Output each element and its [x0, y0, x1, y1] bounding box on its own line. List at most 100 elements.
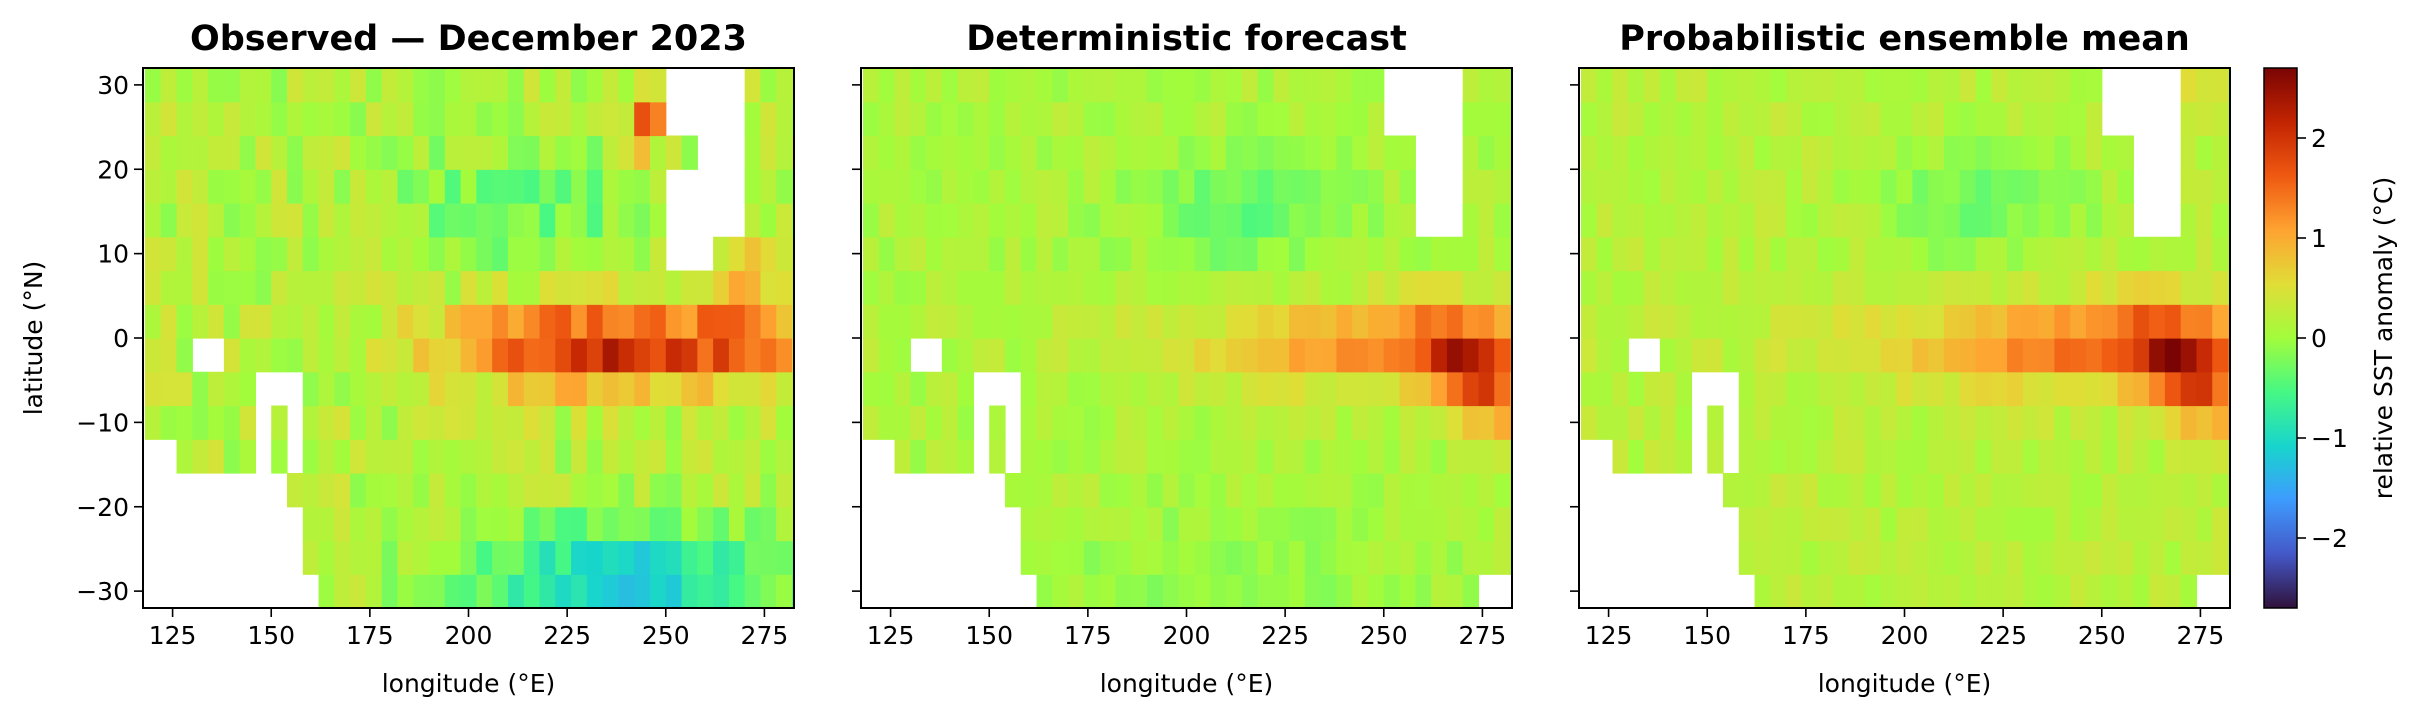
heatmap-cell [649, 439, 667, 474]
heatmap-cell [476, 304, 493, 339]
heatmap-cell [2070, 574, 2087, 608]
heatmap-cell [1959, 338, 1977, 373]
heatmap-cell [365, 203, 383, 238]
heatmap-cell [618, 304, 635, 339]
heatmap-cell [1833, 203, 1850, 238]
heatmap-cell [1352, 506, 1369, 542]
heatmap-cell [476, 506, 493, 542]
heatmap-cell [397, 304, 414, 339]
heatmap-cell [1367, 439, 1385, 474]
heatmap-cell [1596, 371, 1614, 407]
heatmap-cell [2070, 473, 2087, 508]
heatmap-cell [192, 101, 209, 137]
heatmap-cell [1068, 439, 1085, 474]
heatmap-cell [1225, 439, 1243, 474]
heatmap-cell [2164, 506, 2182, 542]
heatmap-cell [760, 405, 777, 440]
heatmap-cell [1147, 101, 1164, 137]
heatmap-cell [2212, 506, 2229, 542]
heatmap-cell [507, 473, 525, 508]
heatmap-cell [1659, 101, 1677, 137]
heatmap-cell [318, 68, 335, 103]
heatmap-cell [1068, 405, 1085, 440]
heatmap-cell [571, 68, 588, 103]
heatmap-cell [444, 540, 462, 575]
heatmap-cell [397, 540, 414, 575]
heatmap-cell [1194, 169, 1211, 204]
heatmap-cell [1580, 405, 1598, 440]
heatmap-cell [1975, 203, 1992, 238]
heatmap-cell [1320, 371, 1338, 407]
heatmap-cell [1147, 371, 1164, 407]
heatmap-cell [523, 574, 541, 608]
heatmap-cell [160, 405, 178, 440]
heatmap-cell [862, 338, 880, 373]
heatmap-cell [1241, 135, 1259, 170]
heatmap-cell [507, 371, 525, 407]
y-tick-label: 30 [97, 71, 129, 100]
heatmap-cell [271, 405, 288, 440]
heatmap-cell [1612, 68, 1629, 103]
heatmap-cell [2101, 135, 2119, 170]
heatmap-cell [429, 304, 446, 339]
heatmap-cell [571, 236, 588, 272]
heatmap-cell [1147, 135, 1164, 170]
heatmap-cell [1336, 506, 1353, 542]
heatmap-cell [429, 405, 446, 440]
heatmap-cell [1178, 68, 1195, 103]
heatmap-cell [941, 101, 959, 137]
heatmap-cell [318, 439, 335, 474]
heatmap-cell [1786, 405, 1803, 440]
heatmap-cell [910, 135, 927, 170]
heatmap-cell [1415, 506, 1432, 542]
heatmap-cell [728, 338, 746, 373]
heatmap-cell [2038, 135, 2056, 170]
heatmap-cell [1399, 338, 1416, 373]
heatmap-cell [476, 270, 493, 305]
colorbar-gradient [2263, 67, 2298, 609]
heatmap-cell [539, 236, 556, 272]
heatmap-cell [1320, 270, 1338, 305]
heatmap-cell [1399, 135, 1416, 170]
heatmap-cell [302, 135, 320, 170]
heatmap-cell [586, 473, 604, 508]
heatmap-cell [350, 338, 367, 373]
heatmap-cell [1431, 405, 1448, 440]
heatmap-cell [941, 405, 959, 440]
heatmap-cell [1865, 506, 1882, 542]
heatmap-cell [2007, 540, 2024, 575]
heatmap-cell [1833, 270, 1850, 305]
heatmap-cell [2022, 473, 2040, 508]
heatmap-cell [571, 506, 588, 542]
heatmap-cell [586, 68, 604, 103]
heatmap-cell [618, 203, 635, 238]
heatmap-cell [1628, 101, 1645, 137]
heatmap-cell [492, 236, 509, 272]
heatmap-cell [2038, 473, 2056, 508]
heatmap-cell [539, 405, 556, 440]
heatmap-cell [1596, 135, 1614, 170]
heatmap-cell [460, 203, 477, 238]
heatmap-cell [208, 439, 225, 474]
heatmap-cell [1068, 270, 1085, 305]
heatmap-cell [862, 236, 880, 272]
heatmap-cell [1580, 203, 1598, 238]
heatmap-cell [1352, 135, 1369, 170]
heatmap-cell [681, 270, 698, 305]
heatmap-cell [2022, 574, 2040, 608]
heatmap-cell [208, 270, 225, 305]
heatmap-cell [2054, 68, 2071, 103]
heatmap-cell [287, 169, 304, 204]
heatmap-cell [1494, 68, 1511, 103]
heatmap-cell [1723, 169, 1740, 204]
heatmap-cell [744, 439, 762, 474]
heatmap-cell [144, 169, 162, 204]
heatmap-cell [1194, 304, 1211, 339]
heatmap-cell [381, 405, 399, 440]
heatmap-cell [1786, 304, 1803, 339]
heatmap-cell [2038, 236, 2056, 272]
heatmap-cell [2164, 304, 2182, 339]
heatmap-cell [1801, 135, 1819, 170]
heatmap-cell [1659, 270, 1677, 305]
heatmap-cell [523, 540, 541, 575]
